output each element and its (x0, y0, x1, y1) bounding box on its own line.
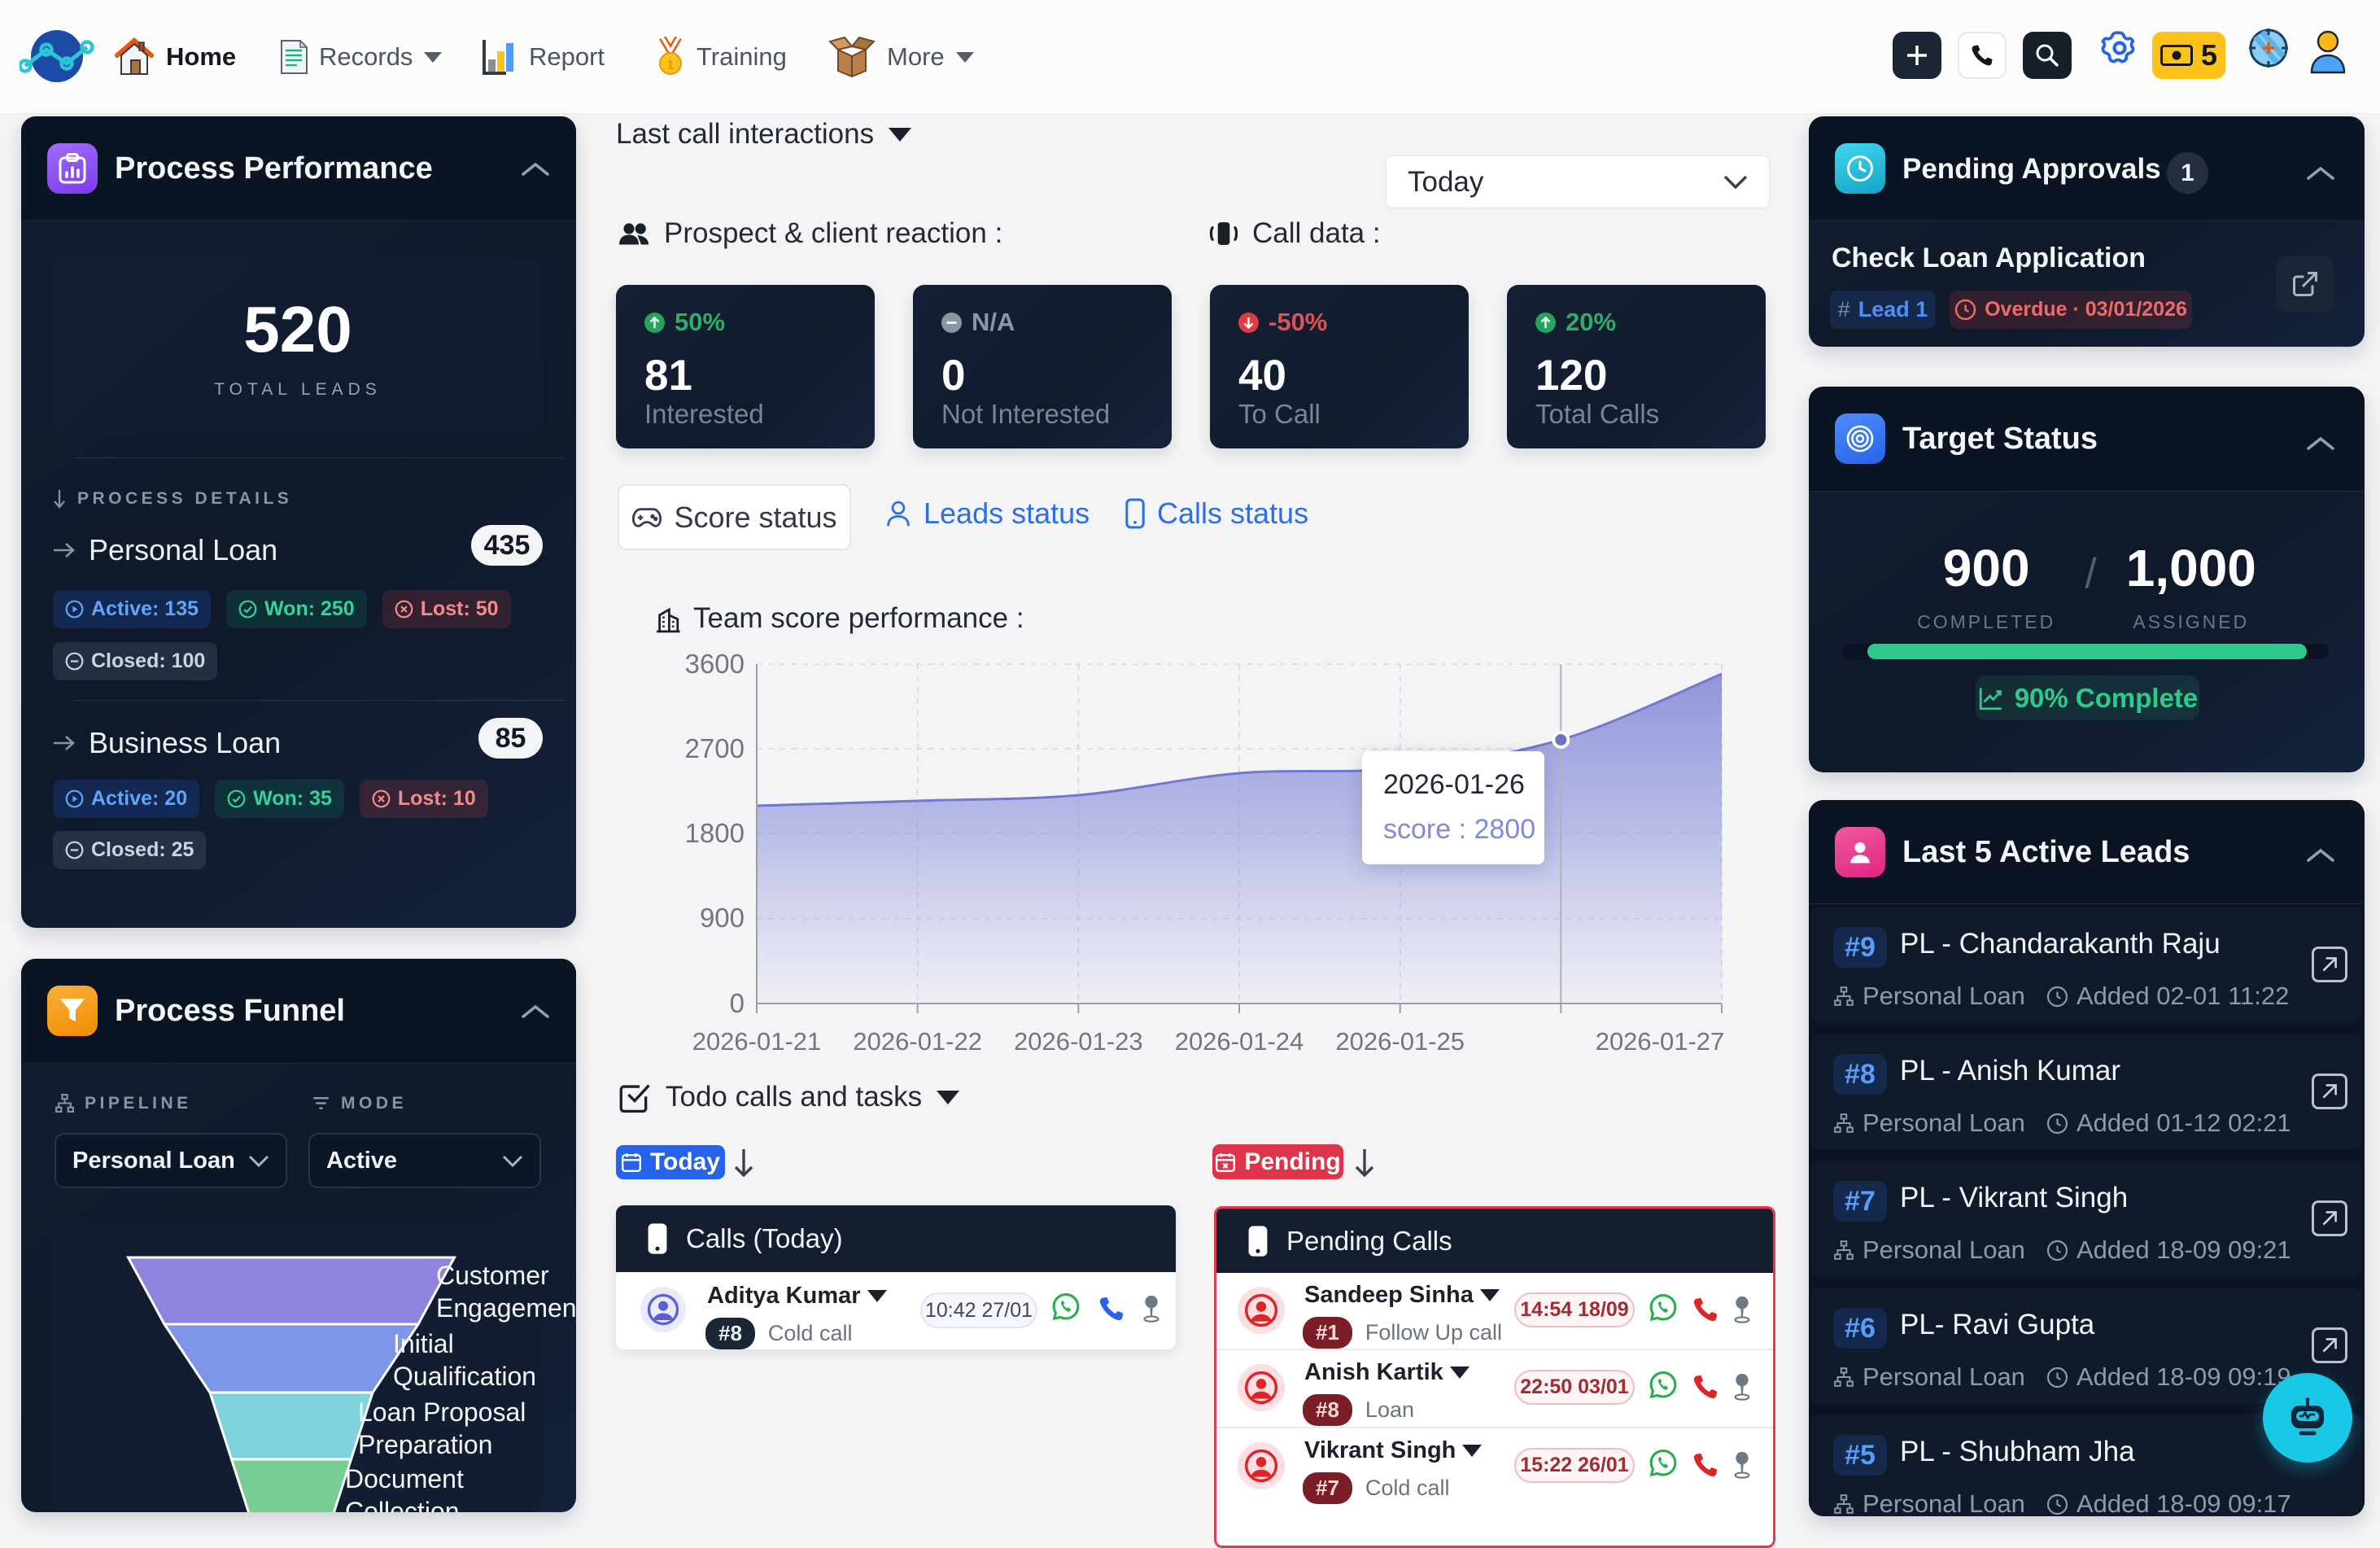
svg-text:Qualification: Qualification (393, 1362, 536, 1391)
svg-text:1800: 1800 (685, 818, 745, 848)
svg-text:Engagement: Engagement (436, 1293, 576, 1323)
svg-text:900: 900 (700, 903, 745, 933)
svg-text:0: 0 (730, 988, 745, 1018)
svg-text:Document: Document (345, 1464, 464, 1493)
svg-text:Customer: Customer (436, 1261, 549, 1290)
svg-text:2026-01-21: 2026-01-21 (692, 1027, 822, 1056)
svg-text:2026-01-27: 2026-01-27 (1596, 1027, 1725, 1056)
svg-text:Initial: Initial (393, 1329, 454, 1358)
svg-text:2700: 2700 (685, 733, 745, 763)
svg-text:2026-01-23: 2026-01-23 (1014, 1027, 1143, 1056)
svg-text:Preparation: Preparation (358, 1430, 492, 1459)
svg-text:2026-01-25: 2026-01-25 (1335, 1027, 1465, 1056)
svg-text:1: 1 (667, 59, 675, 72)
svg-text:Loan Proposal: Loan Proposal (358, 1397, 526, 1427)
svg-text:2026-01-22: 2026-01-22 (853, 1027, 982, 1056)
svg-text:3600: 3600 (685, 649, 745, 679)
svg-text:2026-01-24: 2026-01-24 (1175, 1027, 1304, 1056)
